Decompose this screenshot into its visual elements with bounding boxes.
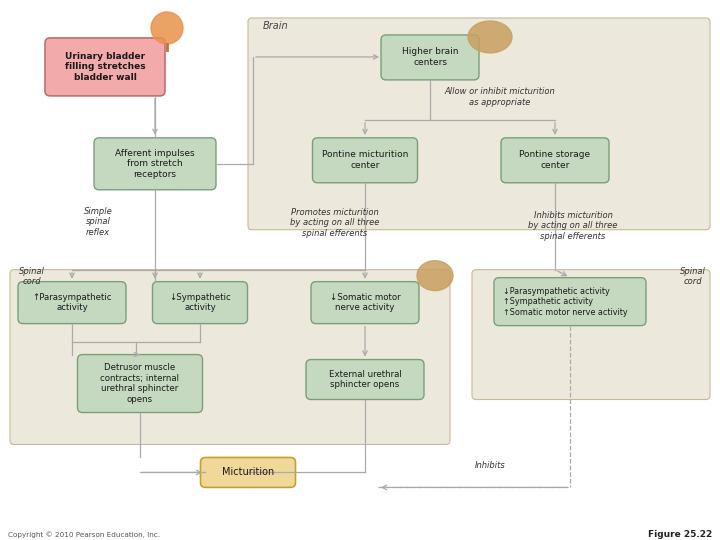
Text: Inhibits micturition
by acting on all three
spinal efferents: Inhibits micturition by acting on all th… (528, 211, 618, 241)
Text: Micturition: Micturition (222, 468, 274, 477)
FancyBboxPatch shape (311, 282, 419, 323)
Text: Figure 25.22: Figure 25.22 (648, 530, 712, 539)
Text: ↓Sympathetic
activity: ↓Sympathetic activity (169, 293, 231, 312)
Text: Pontine storage
center: Pontine storage center (519, 150, 590, 170)
Ellipse shape (468, 21, 512, 53)
FancyBboxPatch shape (94, 138, 216, 190)
Text: External urethral
sphincter opens: External urethral sphincter opens (328, 370, 401, 389)
Text: Promotes micturition
by acting on all three
spinal efferents: Promotes micturition by acting on all th… (290, 208, 379, 238)
Text: Brain: Brain (263, 21, 289, 31)
Circle shape (151, 12, 183, 44)
Text: Inhibits: Inhibits (474, 461, 505, 470)
FancyBboxPatch shape (306, 360, 424, 400)
FancyBboxPatch shape (200, 457, 295, 488)
Text: Afferent impulses
from stretch
receptors: Afferent impulses from stretch receptors (115, 149, 195, 179)
Text: ↑Parasympathetic
activity: ↑Parasympathetic activity (32, 293, 112, 312)
Text: Spinal
cord: Spinal cord (19, 267, 45, 286)
Text: Spinal
cord: Spinal cord (680, 267, 706, 286)
FancyBboxPatch shape (501, 138, 609, 183)
Text: Urinary bladder
filling stretches
bladder wall: Urinary bladder filling stretches bladde… (65, 52, 145, 82)
Text: ↓Somatic motor
nerve activity: ↓Somatic motor nerve activity (330, 293, 400, 312)
FancyBboxPatch shape (10, 269, 450, 444)
Text: Higher brain
centers: Higher brain centers (402, 47, 458, 66)
Ellipse shape (417, 261, 453, 291)
Text: Pontine micturition
center: Pontine micturition center (322, 150, 408, 170)
FancyBboxPatch shape (248, 18, 710, 230)
Text: ↓Parasympathetic activity
↑Sympathetic activity
↑Somatic motor nerve activity: ↓Parasympathetic activity ↑Sympathetic a… (503, 287, 627, 316)
Text: Copyright © 2010 Pearson Education, Inc.: Copyright © 2010 Pearson Education, Inc. (8, 531, 160, 538)
FancyBboxPatch shape (45, 38, 165, 96)
FancyBboxPatch shape (153, 282, 248, 323)
FancyBboxPatch shape (494, 278, 646, 326)
Text: Simple
spinal
reflex: Simple spinal reflex (84, 207, 112, 237)
FancyBboxPatch shape (78, 355, 202, 413)
Text: Detrusor muscle
contracts; internal
urethral sphincter
opens: Detrusor muscle contracts; internal uret… (101, 363, 179, 403)
FancyBboxPatch shape (472, 269, 710, 400)
Text: Allow or inhibit micturition
as appropriate: Allow or inhibit micturition as appropri… (445, 87, 555, 106)
FancyBboxPatch shape (18, 282, 126, 323)
FancyBboxPatch shape (312, 138, 418, 183)
FancyBboxPatch shape (381, 35, 479, 80)
